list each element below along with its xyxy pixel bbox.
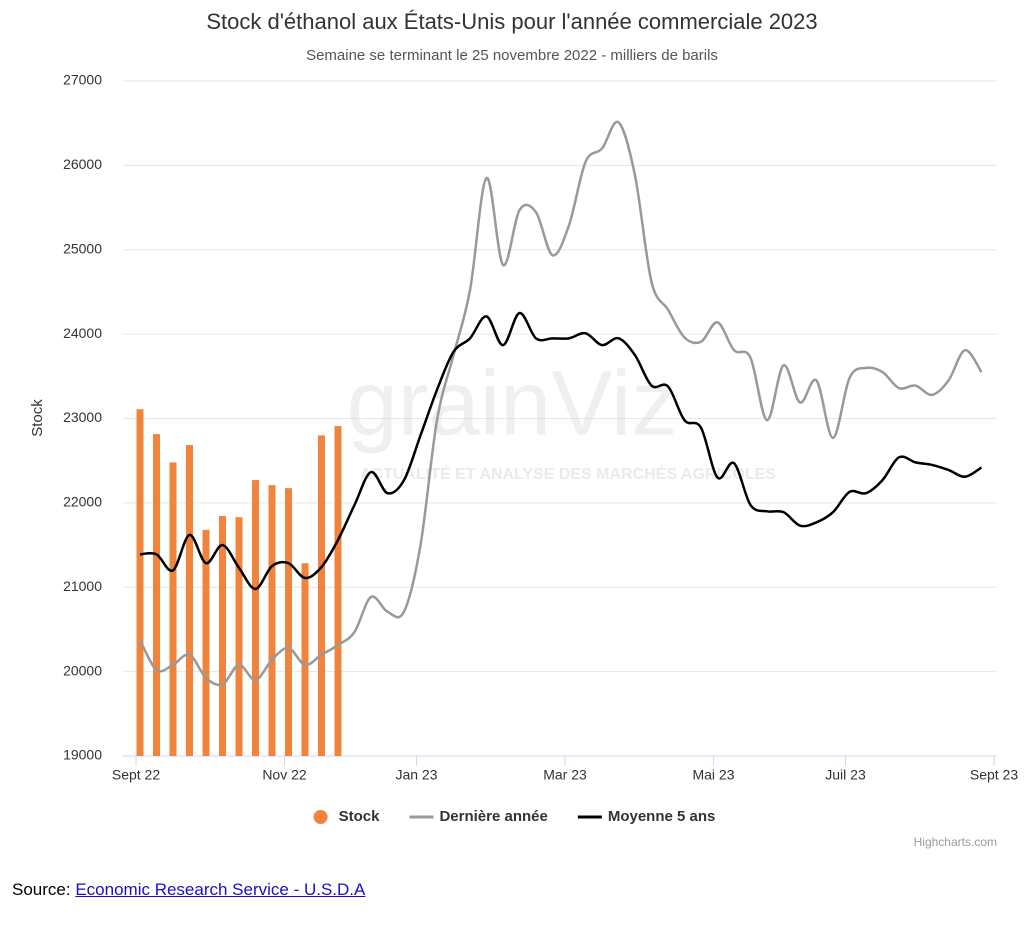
bar bbox=[268, 485, 276, 756]
source-label: Source: bbox=[12, 880, 71, 899]
legend-label: Stock bbox=[339, 808, 381, 825]
bar bbox=[202, 529, 210, 756]
chart: Stock d'éthanol aux États-Unis pour l'an… bbox=[29, 9, 1018, 849]
x-tick-label: Mai 23 bbox=[692, 767, 734, 783]
y-tick-label: 26000 bbox=[63, 156, 102, 172]
x-tick-label: Jan 23 bbox=[395, 767, 437, 783]
x-tick-label: Sept 23 bbox=[970, 767, 1018, 783]
chart-subtitle: Semaine se terminant le 25 novembre 2022… bbox=[306, 47, 718, 64]
bar bbox=[219, 515, 226, 756]
legend-symbol bbox=[313, 810, 328, 824]
y-tick-label: 20000 bbox=[63, 662, 102, 678]
bar bbox=[318, 435, 325, 756]
line bbox=[138, 120, 983, 687]
x-tick-label: Juil 23 bbox=[825, 767, 866, 783]
watermark-tagline: ACTUALITÉ ET ANALYSE DES MARCHÉS AGRICOL… bbox=[360, 464, 776, 483]
line bbox=[139, 311, 983, 591]
y-tick-label: 25000 bbox=[63, 240, 102, 256]
bar bbox=[153, 434, 160, 756]
y-tick-label: 27000 bbox=[63, 72, 102, 88]
y-axis-title: Stock bbox=[29, 399, 46, 437]
chart-title: Stock d'éthanol aux États-Unis pour l'an… bbox=[206, 9, 817, 34]
y-tick-label: 19000 bbox=[63, 747, 102, 763]
source: Source: Economic Research Service - U.S.… bbox=[12, 880, 365, 900]
x-tick-label: Nov 22 bbox=[262, 767, 307, 783]
bar bbox=[285, 488, 292, 756]
bar bbox=[169, 462, 177, 756]
y-tick-label: 23000 bbox=[63, 409, 102, 425]
bar bbox=[301, 563, 309, 756]
y-tick-label: 24000 bbox=[63, 325, 102, 341]
watermark-brand: grainViz bbox=[347, 352, 678, 454]
bar bbox=[235, 517, 243, 756]
credits: Highcharts.com bbox=[914, 835, 997, 849]
x-tick-label: Mar 23 bbox=[543, 767, 587, 783]
bar bbox=[334, 426, 342, 756]
source-link[interactable]: Economic Research Service - U.S.D.A bbox=[75, 880, 366, 899]
bar bbox=[186, 445, 193, 756]
y-tick-label: 21000 bbox=[63, 578, 102, 594]
legend-label: Dernière année bbox=[439, 808, 547, 825]
y-tick-label: 22000 bbox=[63, 494, 102, 510]
legend-label: Moyenne 5 ans bbox=[608, 808, 716, 825]
bar bbox=[136, 409, 144, 756]
bar bbox=[252, 480, 259, 756]
x-tick-label: Sept 22 bbox=[112, 767, 160, 783]
